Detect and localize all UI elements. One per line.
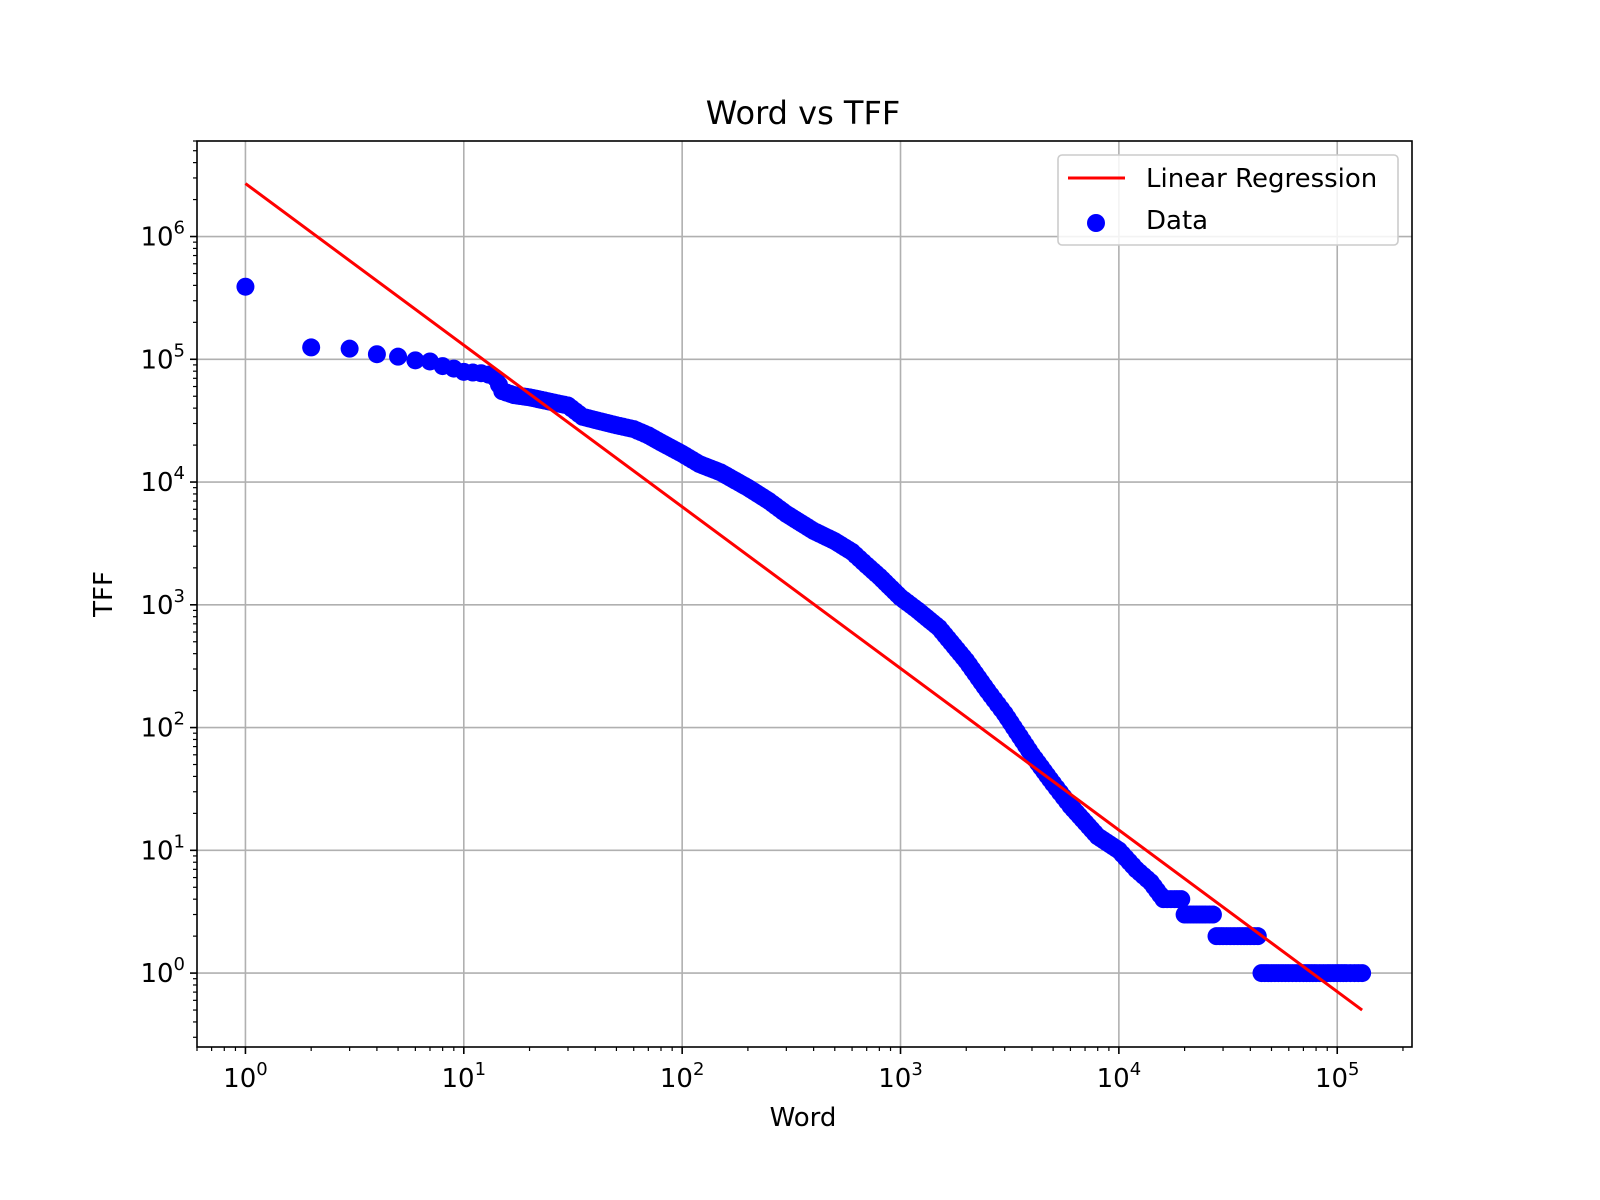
data-point bbox=[389, 347, 408, 366]
y-tick-label: 104 bbox=[140, 463, 185, 498]
data-point bbox=[1172, 890, 1191, 909]
data-point bbox=[1248, 927, 1267, 946]
legend-marker-swatch bbox=[1087, 214, 1105, 232]
legend-label: Data bbox=[1146, 206, 1208, 236]
y-axis: 100 101 102 103 104 105 106 bbox=[140, 140, 197, 1038]
legend: Linear Regression Data bbox=[1057, 154, 1399, 246]
data-point bbox=[302, 338, 321, 357]
x-tick-label: 102 bbox=[660, 1059, 705, 1094]
y-tick-label: 100 bbox=[140, 954, 185, 989]
data-point bbox=[236, 277, 255, 296]
x-tick-label: 103 bbox=[878, 1059, 923, 1094]
grid bbox=[197, 141, 1412, 1047]
y-tick-label: 105 bbox=[140, 340, 185, 375]
chart-title: Word vs TFF bbox=[706, 94, 901, 132]
legend-box bbox=[1057, 154, 1399, 246]
legend-label: Linear Regression bbox=[1146, 164, 1377, 194]
data-point bbox=[367, 345, 386, 364]
x-tick-label: 101 bbox=[442, 1059, 487, 1094]
data-point bbox=[1203, 905, 1222, 924]
plot-area bbox=[236, 182, 1372, 1012]
y-axis-label: TFF bbox=[89, 571, 119, 618]
data-point bbox=[340, 339, 359, 358]
data-point bbox=[406, 351, 425, 370]
y-tick-label: 101 bbox=[140, 831, 185, 866]
x-tick-label: 104 bbox=[1097, 1059, 1142, 1094]
x-tick-label: 105 bbox=[1315, 1059, 1360, 1094]
x-tick-label: 100 bbox=[223, 1059, 268, 1094]
data-point bbox=[1353, 964, 1372, 983]
x-axis-label: Word bbox=[770, 1103, 837, 1133]
regression-line bbox=[244, 182, 1364, 1012]
y-tick-label: 102 bbox=[140, 709, 185, 744]
series-data bbox=[236, 277, 1372, 983]
x-axis: 100 101 102 103 104 105 bbox=[196, 1047, 1404, 1094]
y-tick-label: 103 bbox=[140, 586, 185, 621]
y-tick-label: 106 bbox=[140, 218, 185, 253]
plot-frame bbox=[196, 140, 1413, 1048]
